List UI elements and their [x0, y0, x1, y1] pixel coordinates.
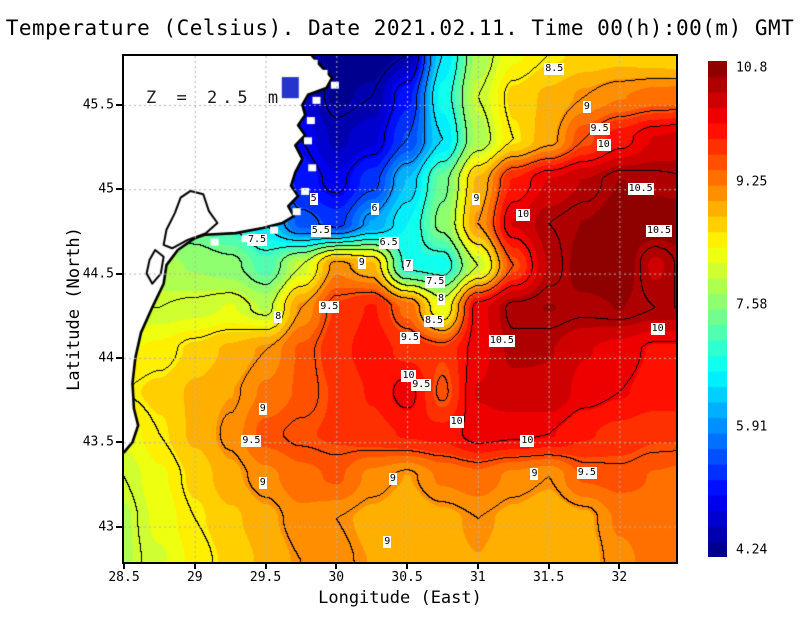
- temperature-map-canvas: [124, 56, 676, 562]
- x-tick-label: 28.5: [108, 570, 140, 585]
- x-tick-mark: [476, 563, 479, 569]
- y-tick-label: 43: [98, 519, 114, 535]
- x-tick-label: 31: [470, 570, 486, 585]
- x-tick-mark: [123, 563, 125, 569]
- y-tick-label: 43.5: [82, 434, 114, 450]
- plot-title: Temperature (Celsius). Date 2021.02.11. …: [5, 16, 795, 40]
- colorbar: [708, 61, 727, 557]
- x-tick-label: 32: [611, 570, 628, 585]
- x-axis-label: Longitude (East): [318, 588, 482, 608]
- colorbar-label: 4.24: [736, 542, 768, 558]
- x-tick-mark: [547, 563, 550, 569]
- depth-annotation: Z = 2.5 m: [146, 88, 284, 108]
- y-tick-label: 44: [98, 350, 114, 366]
- x-tick-mark: [335, 563, 338, 569]
- y-tick-mark: [116, 441, 122, 444]
- y-tick-mark: [116, 356, 122, 359]
- colorbar-label: 5.91: [736, 419, 768, 435]
- y-tick-label: 45.5: [82, 97, 114, 113]
- y-tick-mark: [116, 272, 122, 275]
- x-tick-mark: [193, 563, 196, 569]
- y-tick-mark: [116, 103, 122, 106]
- x-tick-label: 31.5: [532, 570, 565, 585]
- y-axis-label: Latitude (North): [64, 227, 84, 391]
- colorbar-label: 10.8: [736, 60, 768, 76]
- x-tick-label: 30.5: [391, 570, 423, 585]
- y-tick-label: 45: [98, 181, 114, 197]
- colorbar-label: 7.58: [736, 297, 768, 313]
- x-tick-mark: [618, 563, 621, 569]
- y-tick-mark: [116, 525, 122, 528]
- x-tick-label: 30: [328, 570, 345, 585]
- x-tick-mark: [264, 563, 267, 569]
- x-tick-mark: [406, 563, 409, 569]
- colorbar-label: 9.25: [736, 174, 768, 190]
- x-tick-label: 29: [186, 570, 203, 585]
- y-tick-label: 44.5: [82, 266, 114, 282]
- x-tick-label: 29.5: [249, 570, 282, 585]
- y-tick-mark: [116, 188, 122, 191]
